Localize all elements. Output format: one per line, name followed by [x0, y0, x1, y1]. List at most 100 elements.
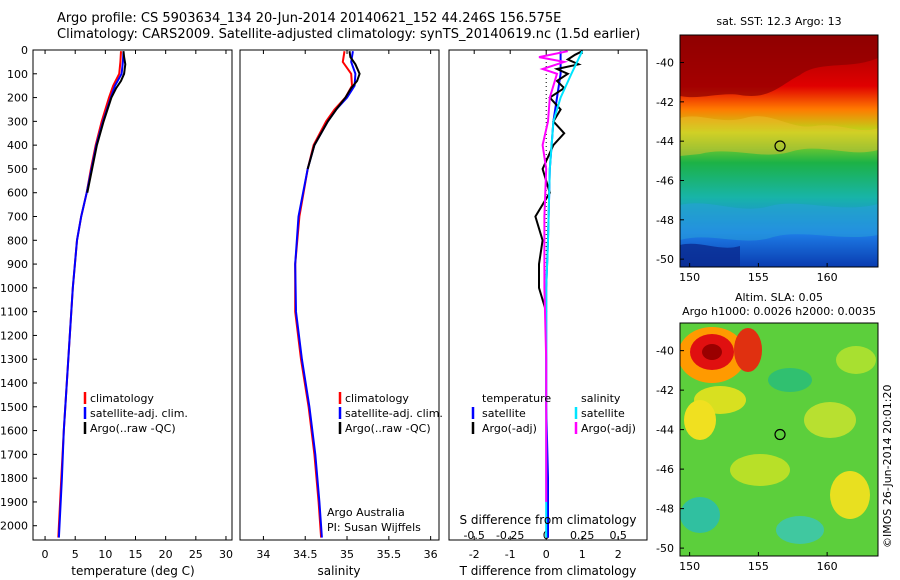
- sst-map-panel: sat. SST: 12.3 Argo: 13 150 155 160 -40 -42 -…: [656, 15, 879, 284]
- y-tick-label: 1100: [0, 306, 28, 319]
- legend-satellite: satellite-adj. clim.: [345, 407, 443, 420]
- sla-map-image: [680, 323, 878, 556]
- figure-title-line1: Argo profile: CS 5903634_134 20-Jun-2014…: [57, 11, 562, 26]
- x-tick-label: 0: [543, 548, 550, 561]
- map-y-tick-label: -40: [656, 57, 674, 70]
- x-tick-label: 35.5: [377, 548, 402, 561]
- salinity-xlabel: salinity: [317, 564, 360, 578]
- series-line: [538, 50, 569, 502]
- sst-argo-location-marker: [774, 140, 786, 152]
- s-tick-label: 0.5: [609, 529, 627, 542]
- legend-temperature-title: temperature: [482, 392, 551, 405]
- x-tick-label: 0: [42, 548, 49, 561]
- map-x-tick-label: 160: [817, 560, 838, 573]
- x-tick-label: 20: [159, 548, 173, 561]
- difference-top-xlabel: S difference from climatology: [460, 513, 637, 527]
- x-tick-label: 25: [189, 548, 203, 561]
- legend-t-satellite: satellite: [482, 407, 526, 420]
- map-y-tick-label: -42: [656, 384, 674, 397]
- legend-satellite: satellite-adj. clim.: [90, 407, 188, 420]
- legend-t-argo: Argo(-adj): [482, 422, 537, 435]
- institution-label: Argo Australia: [327, 506, 405, 519]
- sla-map-panel: Altim. SLA: 0.05 Argo h1000: 0.0026 h200…: [656, 291, 879, 573]
- series-line: [86, 51, 127, 193]
- map-x-tick-label: 150: [679, 271, 700, 284]
- x-tick-label: 2: [615, 548, 622, 561]
- y-tick-label: 1700: [0, 448, 28, 461]
- salinity-axes-box: [239, 49, 440, 541]
- map-y-tick-label: -40: [656, 345, 674, 358]
- legend-argo: Argo(..raw -QC): [90, 422, 176, 435]
- figure-title-line2: Climatology: CARS2009. Satellite-adjuste…: [57, 27, 641, 42]
- x-tick-label: 5: [72, 548, 79, 561]
- y-tick-label: 500: [7, 163, 28, 176]
- y-tick-label: 300: [7, 115, 28, 128]
- y-tick-label: 1000: [0, 282, 28, 295]
- salinity-legend: climatology satellite-adj. clim. Argo(..…: [338, 392, 443, 435]
- map-x-tick-label: 155: [748, 271, 769, 284]
- difference-temperature-legend: temperature satellite Argo(-adj): [471, 392, 551, 435]
- y-tick-label: 1200: [0, 329, 28, 342]
- map-y-tick-label: -44: [656, 135, 674, 148]
- y-tick-label: 1300: [0, 353, 28, 366]
- y-tick-label: 600: [7, 187, 28, 200]
- y-tick-label: 1900: [0, 496, 28, 509]
- map-y-tick-label: -44: [656, 424, 674, 437]
- legend-climatology: climatology: [90, 392, 154, 405]
- x-tick-label: -2: [469, 548, 480, 561]
- map-y-tick-label: -50: [656, 253, 674, 266]
- map-y-tick-label: -48: [656, 503, 674, 516]
- temperature-panel: 0 5 10 15 20 25 30 0 100 200 300 400 500 600 700 800 90…: [0, 44, 233, 578]
- x-tick-label: 15: [129, 548, 143, 561]
- sla-map-title-line1: Altim. SLA: 0.05: [735, 291, 823, 304]
- map-y-tick-label: -42: [656, 96, 674, 109]
- map-y-tick-label: -48: [656, 214, 674, 227]
- y-tick-label: 1500: [0, 401, 28, 414]
- series-line: [57, 51, 125, 538]
- x-tick-label: 10: [98, 548, 112, 561]
- x-tick-label: 1: [579, 548, 586, 561]
- salinity-panel: 34 34.5 35 35.5 36 salinity climatology sate…: [239, 49, 443, 578]
- y-tick-label: 1800: [0, 472, 28, 485]
- temperature-axes-box: [32, 49, 233, 541]
- y-tick-label: 700: [7, 211, 28, 224]
- x-tick-label: 35: [340, 548, 354, 561]
- y-tick-label: 2000: [0, 520, 28, 533]
- s-tick-label: -0.25: [496, 529, 524, 542]
- x-tick-label: 36: [424, 548, 438, 561]
- map-x-tick-label: 160: [817, 271, 838, 284]
- legend-s-satellite: satellite: [581, 407, 625, 420]
- sla-map-title-line2: Argo h1000: 0.0026 h2000: 0.0035: [682, 305, 876, 318]
- y-tick-label: 900: [7, 258, 28, 271]
- legend-salinity-title: salinity: [581, 392, 621, 405]
- sla-map-frame: [679, 322, 879, 557]
- series-line: [306, 51, 361, 170]
- map-x-tick-label: 150: [679, 560, 700, 573]
- y-tick-label: 200: [7, 92, 28, 105]
- map-y-tick-label: -46: [656, 174, 674, 187]
- map-x-tick-label: 155: [748, 560, 769, 573]
- difference-xlabel: T difference from climatology: [459, 564, 637, 578]
- x-tick-label: 30: [219, 548, 233, 561]
- sst-map-title: sat. SST: 12.3 Argo: 13: [716, 15, 841, 28]
- legend-climatology: climatology: [345, 392, 409, 405]
- sla-argo-location-marker: [774, 428, 786, 441]
- y-tick-label: 1400: [0, 377, 28, 390]
- y-tick-label: 800: [7, 234, 28, 247]
- difference-salinity-legend: salinity satellite Argo(-adj): [574, 392, 636, 435]
- s-tick-label: -0.5: [463, 529, 484, 542]
- temperature-xlabel: temperature (deg C): [71, 564, 194, 578]
- y-tick-label: 400: [7, 139, 28, 152]
- difference-panel: -2 -1 0 1 2 -0.5 -0.25 0 0.25 0.5 T difference f…: [448, 49, 648, 578]
- s-tick-label: 0.25: [570, 529, 595, 542]
- legend-s-argo: Argo(-adj): [581, 422, 636, 435]
- pi-label: PI: Susan Wijffels: [327, 521, 421, 534]
- y-tick-label: 1600: [0, 425, 28, 438]
- map-y-tick-label: -46: [656, 463, 674, 476]
- x-tick-label: 34.5: [293, 548, 318, 561]
- legend-argo: Argo(..raw -QC): [345, 422, 431, 435]
- temperature-legend: climatology satellite-adj. clim. Argo(..…: [83, 392, 188, 435]
- x-tick-label: 34: [256, 548, 270, 561]
- y-tick-label: 100: [7, 68, 28, 81]
- y-tick-label: 0: [21, 44, 28, 57]
